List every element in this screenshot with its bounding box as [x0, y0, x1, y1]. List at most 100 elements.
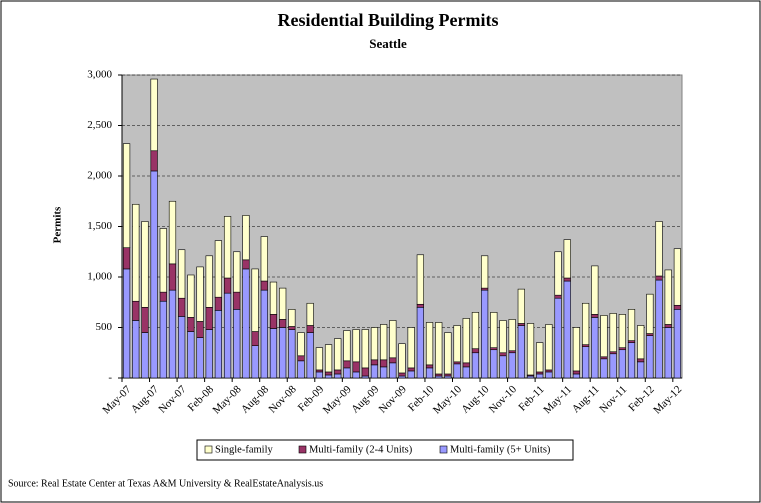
bar-segment [444, 375, 452, 379]
bar-segment [398, 375, 406, 379]
bar-segment [453, 363, 461, 379]
bar-segment [563, 239, 571, 279]
bar-segment [646, 333, 654, 336]
bar-segment [132, 203, 140, 302]
bar-segment [233, 309, 241, 379]
y-tick-label: 3,000 [87, 69, 112, 81]
bar-segment [499, 320, 507, 354]
bar-segment [481, 287, 489, 291]
bar-segment [279, 287, 287, 320]
bar-segment [563, 280, 571, 379]
bar-segment [664, 324, 672, 328]
bar-segment [600, 315, 608, 358]
bar-segment [150, 150, 158, 172]
chart-subtitle: Seattle [369, 36, 407, 51]
bar-segment [563, 277, 571, 282]
bar-segment [196, 337, 204, 379]
bar-segment [187, 317, 195, 332]
y-tick-label: 500 [96, 321, 113, 333]
bar-segment [673, 304, 682, 310]
bar-segment [572, 327, 581, 372]
bar-segment [655, 275, 663, 281]
bar-segment [343, 367, 351, 379]
bar-segment [159, 300, 167, 379]
bar-segment [545, 369, 553, 373]
bar-segment [490, 312, 498, 349]
bar-segment [471, 352, 480, 379]
bar-segment [343, 360, 351, 369]
bar-segment [425, 367, 434, 379]
bar-segment [627, 342, 636, 379]
bar-segment [481, 289, 489, 379]
bar-segment [315, 347, 323, 371]
bar-segment [370, 359, 379, 366]
bar-segment [370, 364, 379, 379]
bar-segment [627, 340, 636, 343]
legend-box [196, 439, 574, 461]
bar-segment [637, 325, 645, 360]
bar-segment [545, 324, 553, 371]
bar-segment [499, 355, 507, 379]
bar-segment [536, 373, 544, 379]
bar-segment [251, 345, 259, 379]
bar-segment [324, 371, 333, 376]
bar-segment [324, 374, 333, 379]
bar-segment [646, 293, 654, 334]
y-tick-label: 1,000 [87, 271, 112, 283]
bar-segment [343, 330, 351, 362]
bar-segment [334, 338, 342, 371]
bar-segment [499, 352, 507, 357]
bar-segment [279, 327, 287, 379]
y-tick-label: 2,500 [87, 119, 112, 131]
bar-segment [352, 329, 360, 363]
bar-segment [205, 255, 213, 308]
bar-segment [178, 316, 186, 379]
bar-segment [269, 314, 278, 329]
bar-segment [297, 355, 305, 362]
bar-segment [536, 342, 544, 373]
bar-segment [471, 348, 480, 354]
bar-segment [618, 347, 626, 351]
bar-segment [609, 353, 617, 379]
bar-segment [288, 329, 296, 379]
bar-segment [462, 366, 470, 379]
bar-segment [196, 266, 204, 322]
bar-segment [196, 321, 204, 338]
bar-segment [150, 170, 158, 379]
bar-segment [471, 312, 480, 350]
bar-segment [242, 259, 250, 270]
bar-segment [380, 366, 388, 379]
bar-segment [315, 369, 323, 373]
bar-segment [591, 317, 599, 379]
bar-segment [416, 306, 424, 379]
bar-segment [251, 268, 259, 332]
bar-segment [627, 309, 636, 341]
bar-segment [444, 373, 452, 377]
bar-segment [517, 325, 525, 379]
bar-segment [223, 277, 232, 294]
bar-segment [122, 268, 131, 379]
legend-swatch [298, 445, 307, 454]
bar-segment [269, 281, 278, 315]
bar-segment [269, 328, 278, 379]
bar-segment [618, 314, 626, 348]
bar-segment [618, 349, 626, 379]
bar-segment [407, 367, 415, 372]
bar-segment [591, 265, 599, 315]
bar-segment [223, 292, 232, 379]
bar-segment [582, 344, 590, 347]
bar-segment [361, 367, 369, 377]
legend-swatch [439, 445, 448, 454]
bar-segment [517, 288, 525, 324]
bar-segment [508, 319, 516, 352]
bar-segment [306, 302, 314, 326]
bar-segment [233, 251, 241, 293]
bar-segment [591, 314, 599, 318]
bar-segment [490, 347, 498, 351]
y-tick-label: - [108, 372, 112, 384]
legend-label: Multi-family (5+ Units) [450, 444, 551, 455]
bar-segment [251, 331, 259, 346]
bar-segment [380, 359, 388, 368]
bar-segment [159, 291, 167, 302]
bar-segment [168, 289, 177, 379]
